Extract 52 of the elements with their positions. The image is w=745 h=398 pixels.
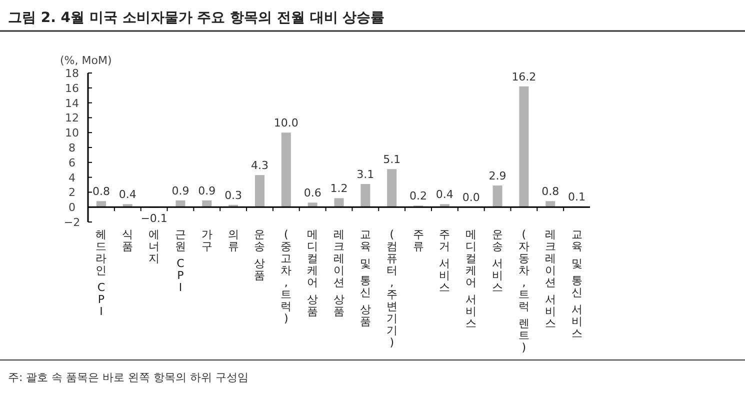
- x-tick-label: 주거 서비스: [439, 228, 450, 294]
- data-label: 0.2: [410, 190, 428, 203]
- x-tick-label: 운송 서비스: [492, 228, 504, 294]
- y-tick-label: 6: [68, 156, 76, 170]
- x-tick-label: 레크레이션 상품: [334, 228, 344, 318]
- x-tick-label: 가구: [201, 228, 212, 253]
- x-tick-label: 주류: [412, 228, 424, 253]
- y-tick-label: 4: [68, 171, 76, 184]
- x-tick-label: 교육 및 통신 서비스: [571, 228, 582, 340]
- y-tick-label: 14: [65, 96, 79, 110]
- data-label: 0.4: [436, 188, 454, 202]
- data-label: 5.1: [383, 153, 401, 166]
- y-tick-label: 8: [68, 142, 76, 154]
- x-tick-label: 레크레이션 서비스: [544, 228, 556, 330]
- data-label: 10.0: [274, 116, 298, 130]
- data-label: 0.3: [224, 188, 242, 202]
- data-label: 3.1: [356, 168, 374, 182]
- data-label: 1.2: [330, 182, 348, 196]
- y-tick-label: 18: [65, 67, 79, 80]
- data-label: 4.3: [250, 159, 268, 172]
- data-label: −0.1: [140, 212, 168, 225]
- y-tick-label: −2: [64, 216, 80, 229]
- y-tick-label: 2: [68, 186, 76, 200]
- data-label: 0.9: [198, 184, 216, 198]
- data-label: 0.8: [542, 185, 560, 198]
- y-tick-label: 12: [65, 112, 79, 125]
- y-axis-title: (%, MoM): [60, 54, 112, 67]
- x-tick-label: 메디컬케어 서비스: [466, 228, 477, 330]
- data-label: 2.9: [488, 169, 506, 182]
- data-label: 0.4: [118, 188, 136, 202]
- x-tick-label: 헤드라인 CPI: [96, 228, 107, 318]
- data-label: 16.2: [512, 70, 536, 84]
- x-tick-label: (중고차,트럭): [280, 228, 292, 325]
- x-tick-label: 에너지: [148, 228, 160, 265]
- data-label: 0.0: [462, 191, 480, 204]
- x-tick-label: 운송 상품: [254, 228, 266, 282]
- x-tick-label: 교육 및 통신 상품: [360, 228, 371, 328]
- text: 주: 괄호 속 품목은 바로 왼쪽 항목의 하위 구성임: [8, 371, 249, 384]
- x-tick-label: 메디컬케어 상품: [307, 228, 318, 318]
- data-label: 0.8: [92, 185, 110, 198]
- category-label: (컴퓨터,주변기기): [386, 228, 398, 349]
- data-label: 0.1: [568, 190, 586, 204]
- category-label: (자동차,트럭 렌트): [518, 228, 530, 354]
- data-label: 0.9: [172, 184, 190, 198]
- x-tick-label: 의류: [228, 228, 239, 253]
- y-tick-label: 0: [68, 201, 76, 214]
- chart-title: 그림 2. 4월 미국 소비자물가 주요 항목의 전월 대비 상승률: [8, 10, 385, 26]
- y-tick-label: 10: [65, 126, 79, 140]
- data-label: 0.6: [304, 186, 322, 200]
- x-tick-label: 식품: [122, 228, 134, 253]
- x-tick-label: 근원 CPI: [174, 228, 186, 294]
- y-tick-label: 16: [65, 82, 79, 95]
